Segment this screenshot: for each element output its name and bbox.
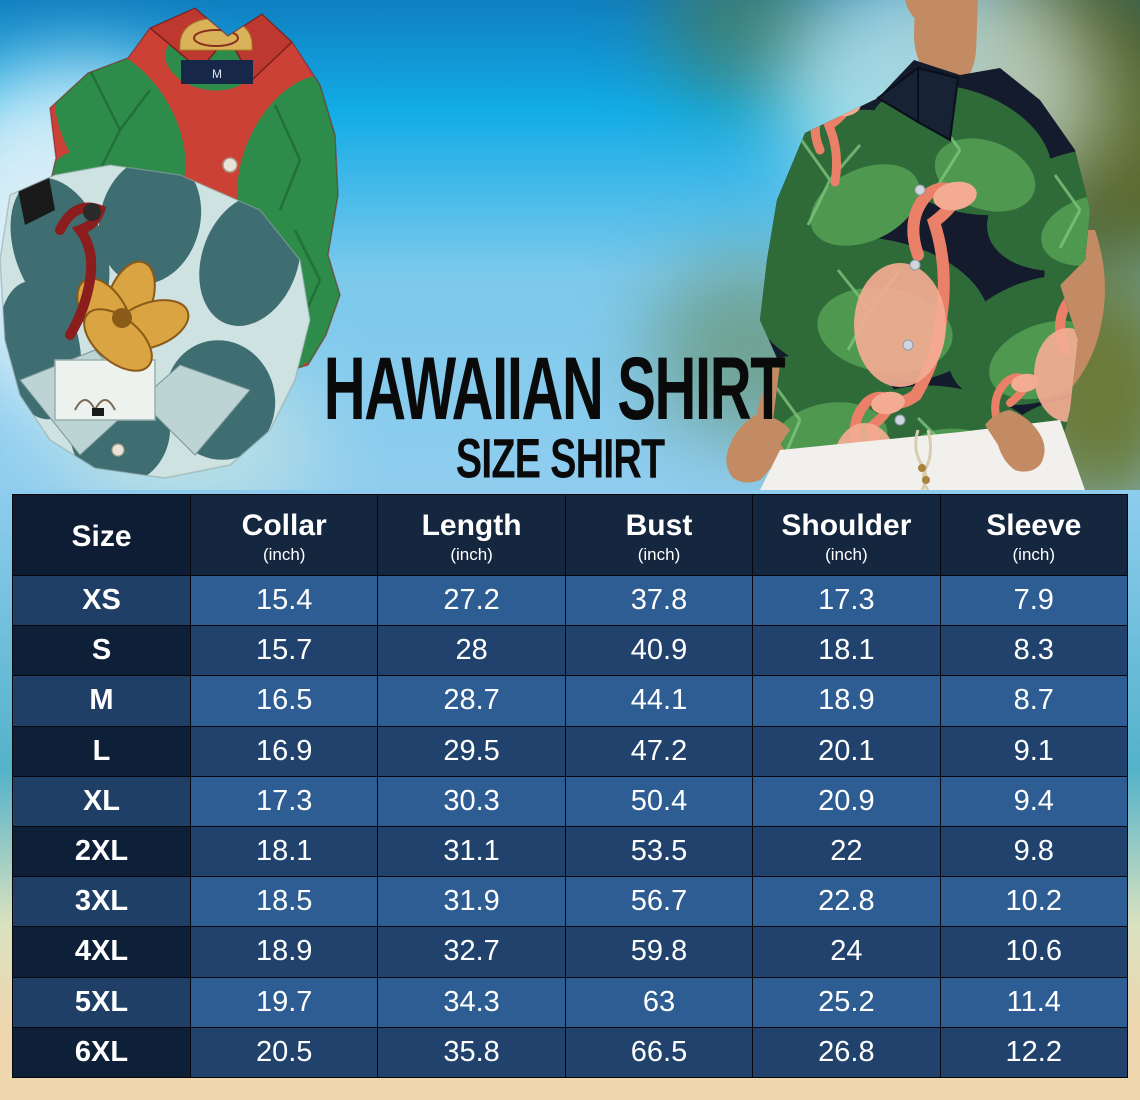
svg-text:M: M — [212, 67, 222, 81]
